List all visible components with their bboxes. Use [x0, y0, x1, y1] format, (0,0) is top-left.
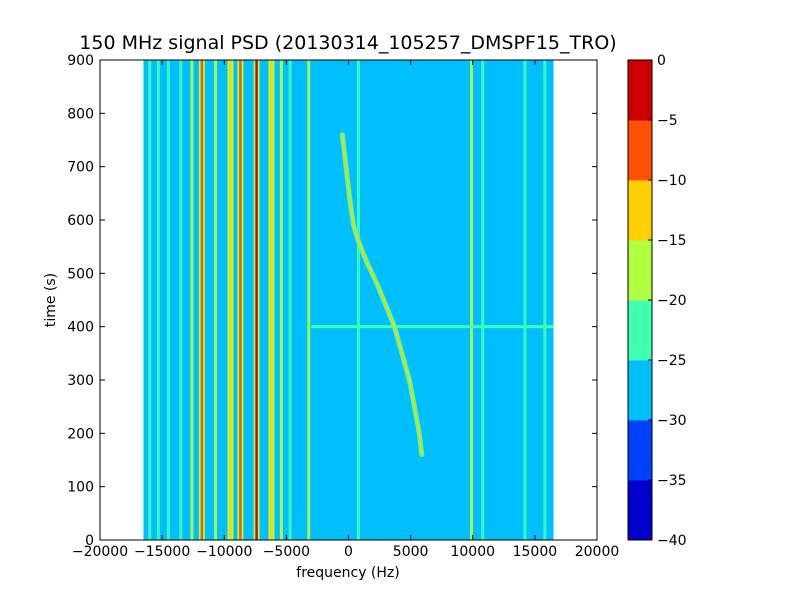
spectral-line	[156, 60, 160, 540]
colorbar-segment	[628, 240, 652, 301]
colorbar-tick-label: 0	[657, 53, 666, 69]
y-tick-label: 700	[67, 160, 94, 176]
doppler-track	[341, 133, 423, 456]
colorbar-tick-label: −20	[657, 293, 687, 309]
spectral-line	[255, 60, 258, 540]
spectral-line	[200, 60, 204, 540]
spectral-line	[470, 60, 474, 540]
spectral-line	[279, 60, 283, 540]
y-tick-label: 900	[67, 53, 94, 69]
x-tick-label: 10000	[450, 544, 495, 560]
spectral-line	[166, 60, 170, 540]
plot-area	[99, 59, 598, 541]
colorbar-tick-label: −15	[657, 233, 687, 249]
spectral-line	[288, 60, 292, 540]
colorbar-segment	[628, 420, 652, 481]
x-tick-label: −15000	[134, 544, 190, 560]
y-tick-label: 400	[67, 320, 94, 336]
colorbar-tick-label: −30	[657, 413, 687, 429]
spectral-line	[179, 60, 183, 540]
spectral-line	[270, 60, 273, 540]
spectral-line	[239, 60, 242, 540]
colorbar-segment	[628, 300, 652, 361]
colorbar-tick-label: −35	[657, 473, 687, 489]
spectral-line	[190, 60, 194, 540]
spectral-line	[356, 60, 360, 540]
colorbar-segment	[628, 360, 652, 421]
colorbar-tick-label: −5	[657, 113, 678, 129]
x-tick-label: 15000	[513, 544, 558, 560]
spectral-line	[214, 60, 218, 540]
x-axis: −20000 −15000 −10000 −5000 0 5000 10000 15000 20…	[72, 60, 619, 560]
heatmap-layer	[143, 60, 554, 540]
colorbar-segment	[628, 120, 652, 181]
y-axis: 0 100 200 300 400 500 600 700 800 900	[67, 53, 597, 549]
spectral-line	[148, 60, 152, 540]
y-tick-label: 200	[67, 426, 94, 442]
x-tick-label: 20000	[575, 544, 620, 560]
y-tick-label: 0	[85, 533, 94, 549]
y-tick-label: 100	[67, 480, 94, 496]
colorbar-segment	[628, 60, 652, 121]
colorbar-segment	[628, 480, 652, 541]
y-tick-label: 600	[67, 213, 94, 229]
x-tick-label: 0	[344, 544, 353, 560]
x-axis-label: frequency (Hz)	[296, 565, 399, 581]
colorbar: −40 −35 −30 −25 −20 −15 −10 −5 0	[627, 53, 687, 549]
spectral-line	[307, 60, 311, 540]
spectral-line	[229, 60, 232, 540]
heatmap-background-level	[143, 60, 554, 540]
spectral-line	[543, 60, 547, 540]
horizontal-interference-band	[311, 325, 554, 329]
y-tick-label: 500	[67, 266, 94, 282]
y-tick-label: 300	[67, 373, 94, 389]
spectral-line	[481, 60, 485, 540]
colorbar-tick-label: −40	[657, 533, 687, 549]
colorbar-tick-label: −25	[657, 353, 687, 369]
x-tick-label: −10000	[196, 544, 252, 560]
x-tick-label: −5000	[263, 544, 310, 560]
x-tick-label: −20000	[72, 544, 128, 560]
x-tick-label: 5000	[393, 544, 429, 560]
y-axis-label: time (s)	[43, 273, 59, 327]
spectral-line	[523, 60, 527, 540]
y-tick-label: 800	[67, 106, 94, 122]
colorbar-segment	[628, 180, 652, 241]
chart-title: 150 MHz signal PSD (20130314_105257_DMSP…	[79, 32, 616, 54]
colorbar-tick-label: −10	[657, 173, 687, 189]
